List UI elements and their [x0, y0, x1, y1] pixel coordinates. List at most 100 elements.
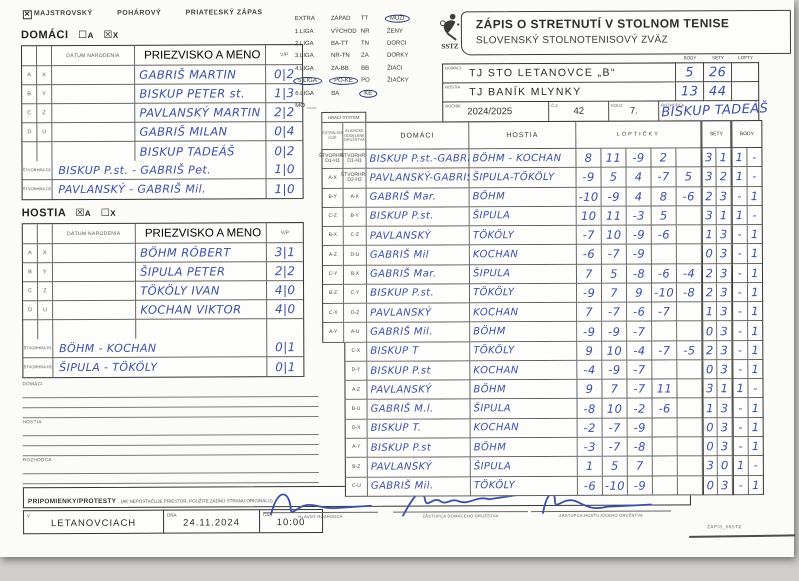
body-guest: 1 [748, 475, 764, 495]
player-vp: 2|2 [267, 262, 303, 282]
set5-balls [676, 148, 702, 168]
match-row: A-X ŠTVORHRA D2-H2 PAVLANSKÝ-GABRIŠ M.l … [321, 167, 763, 189]
league-option: 4.LIGA [295, 65, 314, 72]
sys2-cell: D-X [344, 419, 368, 439]
body-guest: 1 [748, 321, 764, 341]
set2-balls: 7 [602, 283, 628, 303]
guest-player-cell: TÖKÖLY [469, 225, 577, 246]
rocnik-cell: ROČNÍK 2024/2025 [442, 101, 550, 123]
sys2-header: KLASICKÉ ODDELENÉ DRUŽSTVÁ [343, 121, 367, 150]
player-vp: 4|0 [267, 281, 304, 301]
home-player-cell: GABRIŠ Mar. [366, 264, 471, 285]
sys2-cell: D-Z [344, 303, 368, 324]
sys2-cell: B-X [343, 265, 368, 285]
set1-balls: 7 [576, 264, 603, 284]
set1-balls: -2 [577, 418, 603, 438]
set2-balls: -7 [602, 418, 628, 438]
row-letter-2: Z [37, 282, 53, 302]
domaci-player-rows: A X GABRIŠ MARTIN 0|2 B Y BISKUP PETER s… [22, 65, 303, 162]
roster-doubles-row: ŠTVORHRA D1 BISKUP P.st. - GABRIŠ Pet. 1… [22, 160, 303, 181]
match-row: ŠTVORHRA D1-H1 ŠTVORHRA D1-H1 BISKUP P.s… [319, 148, 763, 170]
kolo-cell: KOLO 7. [609, 101, 660, 122]
guest-player-cell: BÖHM [470, 322, 578, 342]
set5-balls [676, 206, 702, 226]
set5-balls [677, 379, 703, 399]
sys1-cell: C-X [322, 304, 345, 324]
doubles-pair: BISKUP P.st. - GABRIŠ Pet. [52, 160, 267, 181]
sety-guest: 3 [717, 475, 733, 496]
set4-balls: 5 [651, 206, 677, 226]
checkbox-a: ☒ [75, 208, 85, 220]
sys2-cell: A-Y [344, 438, 368, 459]
match-row: C-X BISKUP T TÖKÖLY 9 10 -4 -7 -5 2 3 - … [322, 340, 764, 362]
sys2-cell: A-X [343, 188, 367, 208]
guest-player-cell: ŠIPULA [470, 457, 578, 477]
guest-team-cell: HOSTIA TJ BANÍK MLYNKY [442, 82, 677, 103]
category-option: ŽENY [386, 28, 403, 35]
set1-balls: -9 [576, 168, 602, 188]
guest-player-cell: KOCHAN [469, 245, 577, 265]
sys1-cell [323, 458, 345, 477]
header-datum: DÁTUM NARODENIA [52, 223, 137, 245]
hostia-roster-title: HOSTIA ☒A ☐X [21, 207, 117, 220]
body-guest: - [747, 148, 763, 168]
category-option: DORKY [387, 52, 409, 60]
checkbox-x: ☐ [100, 207, 111, 219]
sys1-cell: A-Z [321, 246, 344, 266]
domaci-header: DOMÁCI [366, 121, 470, 150]
row-letter-2: Y [37, 85, 53, 105]
set4-balls: -7 [652, 302, 678, 322]
summary-meta-row: ROČNÍK 2024/2025 Č.Z. 42 KOLO 7. ROZHODC… [442, 101, 769, 123]
set1-balls: 1 [577, 457, 603, 477]
set5-balls [677, 456, 703, 476]
pripomienky-note: (AK NEPOSTAČUJE PRIESTOR, POUŽITE ZADNÚ … [120, 498, 273, 504]
sety-home: 1 [701, 225, 717, 245]
set2-balls: 10 [602, 341, 628, 361]
sys2-cell: C-X [344, 342, 368, 362]
form-id: ZAPIS_06STZ [707, 524, 742, 530]
roster-doubles-row: ŠTVORHRA H2 ŠIPULA - TÖKÖLY 0|1 [23, 357, 303, 378]
sety-home: 0 [702, 321, 718, 341]
set3-balls: -4 [627, 341, 653, 361]
set5-balls: 5 [676, 167, 702, 187]
set3-balls: 4 [626, 187, 652, 207]
kraj-option: PO [361, 77, 370, 84]
set5-balls [677, 418, 703, 438]
set2-balls: -9 [602, 360, 628, 380]
roster-header-row: DÁTUM NARODENIA PRIEZVISKO A MENO V/P [21, 45, 303, 67]
scan-edge-artifact [689, 534, 796, 538]
set2-balls: 5 [601, 264, 628, 284]
body-home: - [732, 340, 749, 361]
body-guest: - [747, 205, 763, 226]
body-home: - [732, 302, 749, 322]
sety-guest: 3 [716, 244, 732, 264]
guest-player-cell: BÖHM [469, 187, 577, 208]
sys2-cell: A-Z [344, 380, 368, 401]
sety-guest: 1 [716, 205, 732, 226]
player-name: BISKUP PETER st. [135, 84, 267, 104]
birthdate-cell [52, 300, 137, 321]
guest-player-cell: KOCHAN [470, 418, 578, 439]
set2-balls: 5 [602, 456, 628, 477]
sys1-cell [323, 420, 345, 439]
doubles-label: ŠTVORHRA D1 [22, 161, 53, 181]
summary-table: BODY SETY LOPTY DOMÁCI TJ STO LETANOVCE … [442, 55, 769, 123]
set2-balls: 10 [601, 225, 627, 246]
set5-balls [677, 437, 703, 457]
kraj-option: BB [361, 65, 370, 72]
set4-balls [652, 360, 678, 380]
league-col-liga: EXTRA 1.LIGA 2.LIGA 3.LIGA 4.LIGA 5.LIGA… [293, 13, 322, 112]
row-letter-2 [38, 320, 54, 340]
hostia-doubles-rows: ŠTVORHRA H1 BÖHM - KOCHAN 0|1 ŠTVORHRA H… [23, 338, 304, 378]
sety-home: 0 [701, 244, 717, 264]
body-guest: 1 [747, 225, 763, 245]
doubles-vp: 1|0 [274, 181, 296, 196]
body-home: - [731, 186, 748, 206]
player-name [136, 319, 268, 339]
rozhodca-cell: ROZHODCA BISKUP TADEÁŠ [659, 101, 769, 122]
sety-guest: 1 [716, 148, 732, 168]
body-header: BODY [731, 120, 763, 149]
sys1-header: EXTRALIGA CUP [321, 121, 344, 150]
sety-home: 2 [702, 283, 718, 303]
set4-balls [651, 244, 677, 265]
